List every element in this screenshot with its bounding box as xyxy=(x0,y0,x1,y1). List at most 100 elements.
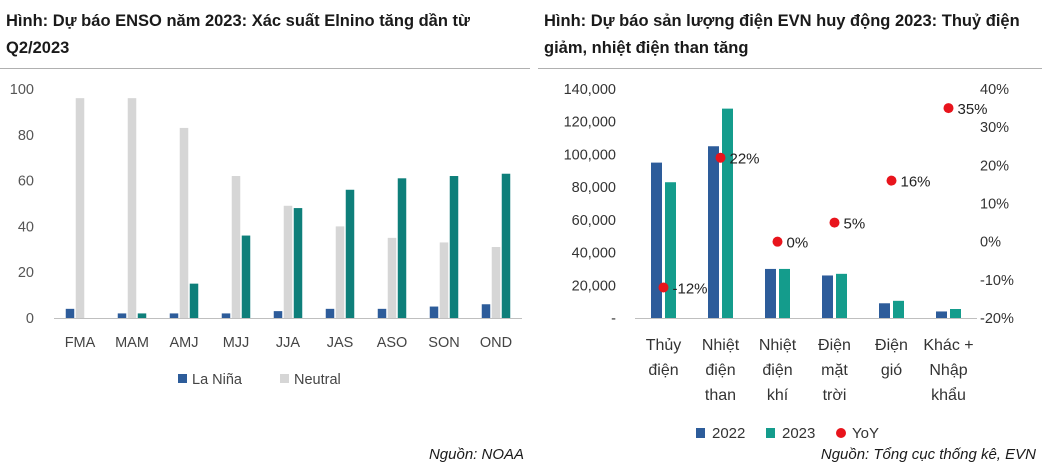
legend-label: Neutral xyxy=(294,372,341,388)
legend-swatch xyxy=(178,374,187,383)
bar xyxy=(936,311,947,318)
x-tick-label: MAM xyxy=(115,335,149,351)
bar xyxy=(65,308,75,318)
yoy-data-label: 0% xyxy=(787,235,809,252)
bar xyxy=(377,308,387,318)
bar xyxy=(273,311,283,318)
x-tick-label: trời xyxy=(823,387,847,404)
bar xyxy=(501,173,511,318)
x-tick-label: OND xyxy=(480,335,512,351)
yoy-data-label: 5% xyxy=(844,216,866,233)
bar xyxy=(429,306,439,318)
legend-swatch xyxy=(280,374,289,383)
yoy-data-label: -12% xyxy=(673,280,708,297)
bar xyxy=(169,313,179,318)
bar xyxy=(491,247,501,318)
bar xyxy=(397,178,407,318)
x-tick-label: than xyxy=(705,387,736,404)
x-tick-label: khí xyxy=(767,387,789,404)
bar xyxy=(387,237,397,318)
evn-panel: Hình: Dự báo sản lượng điện EVN huy động… xyxy=(538,0,1042,469)
bar xyxy=(879,303,890,318)
x-tick-label: Thủy xyxy=(646,337,682,354)
y-left-tick-label: 40,000 xyxy=(572,246,616,262)
legend-label: 2023 xyxy=(782,425,815,442)
evn-source-note: Nguồn: Tổng cục thống kê, EVN xyxy=(820,446,1036,463)
enso-source-note: Nguồn: NOAA xyxy=(428,446,524,463)
enso-panel: Hình: Dự báo ENSO năm 2023: Xác suất Eln… xyxy=(0,12,530,463)
legend-swatch xyxy=(836,428,846,438)
y-tick-label: 100 xyxy=(10,82,34,98)
bar xyxy=(137,313,147,318)
y-right-tick-label: -10% xyxy=(980,273,1014,289)
x-tick-label: mặt xyxy=(821,362,848,379)
y-left-tick-label: 120,000 xyxy=(564,115,616,131)
bar xyxy=(893,300,904,318)
yoy-data-label: 16% xyxy=(901,174,931,191)
y-left-tick-label: 100,000 xyxy=(564,147,616,163)
yoy-point xyxy=(772,236,783,247)
bar xyxy=(651,162,662,318)
bar xyxy=(335,226,345,318)
evn-chart: - 20,000 40,000 60,000 80,000 100,000 120,000 1… xyxy=(564,82,1014,442)
bar xyxy=(779,268,790,318)
x-tick-label: SON xyxy=(428,335,459,351)
enso-chart-title: Hình: Dự báo ENSO năm 2023: Xác suất Eln… xyxy=(6,12,470,57)
yoy-data-label: 22% xyxy=(730,151,760,168)
y-right-tick-label: 40% xyxy=(980,82,1009,98)
bar xyxy=(481,304,491,318)
y-tick-label: 0 xyxy=(26,311,34,327)
legend-swatch xyxy=(766,428,775,438)
bar xyxy=(836,273,847,318)
x-tick-label: Điện xyxy=(818,337,851,354)
x-tick-label: điện xyxy=(762,362,792,379)
enso-title-divider xyxy=(0,68,530,69)
bar xyxy=(722,108,733,318)
bar xyxy=(283,205,293,318)
bar xyxy=(449,176,459,318)
bar xyxy=(708,146,719,318)
x-tick-label: Khác + xyxy=(923,337,973,354)
x-tick-label: Nhập xyxy=(929,362,967,379)
yoy-point xyxy=(715,152,726,163)
legend-label: YoY xyxy=(852,425,879,442)
y-right-tick-label: -20% xyxy=(980,311,1014,327)
bar xyxy=(822,275,833,318)
evn-title-divider xyxy=(538,68,1042,69)
bar xyxy=(665,182,676,318)
x-tick-label: MJJ xyxy=(223,335,250,351)
x-tick-label: AMJ xyxy=(170,335,199,351)
x-tick-label: Nhiệt xyxy=(702,337,740,354)
y-tick-label: 20 xyxy=(18,265,34,281)
y-right-tick-label: 30% xyxy=(980,120,1009,136)
yoy-data-label: 35% xyxy=(958,101,988,118)
evn-chart-title: Hình: Dự báo sản lượng điện EVN huy động… xyxy=(544,12,1020,57)
y-right-tick-label: 10% xyxy=(980,197,1009,213)
yoy-point xyxy=(658,282,669,293)
bar xyxy=(75,98,85,318)
y-left-tick-label: 20,000 xyxy=(572,278,616,294)
x-tick-label: JAS xyxy=(327,335,354,351)
bar xyxy=(765,268,776,318)
x-tick-label: Nhiệt xyxy=(759,337,797,354)
bar xyxy=(117,313,127,318)
legend-swatch xyxy=(696,428,705,438)
bar xyxy=(179,127,189,319)
x-tick-label: gió xyxy=(881,362,902,379)
bar xyxy=(127,98,137,318)
bar xyxy=(241,235,251,318)
yoy-point xyxy=(829,217,840,228)
x-tick-label: điện xyxy=(705,362,735,379)
x-tick-label: ASO xyxy=(377,335,408,351)
bar xyxy=(950,309,961,318)
bar xyxy=(439,242,449,318)
legend-label: 2022 xyxy=(712,425,745,442)
y-tick-label: 40 xyxy=(18,219,34,235)
x-tick-label: khẩu xyxy=(931,386,966,404)
yoy-point xyxy=(886,175,897,186)
y-right-tick-label: 0% xyxy=(980,235,1001,251)
y-left-tick-label: 140,000 xyxy=(564,82,616,98)
y-tick-label: 60 xyxy=(18,174,34,190)
bar xyxy=(221,313,231,318)
bar xyxy=(189,283,199,318)
